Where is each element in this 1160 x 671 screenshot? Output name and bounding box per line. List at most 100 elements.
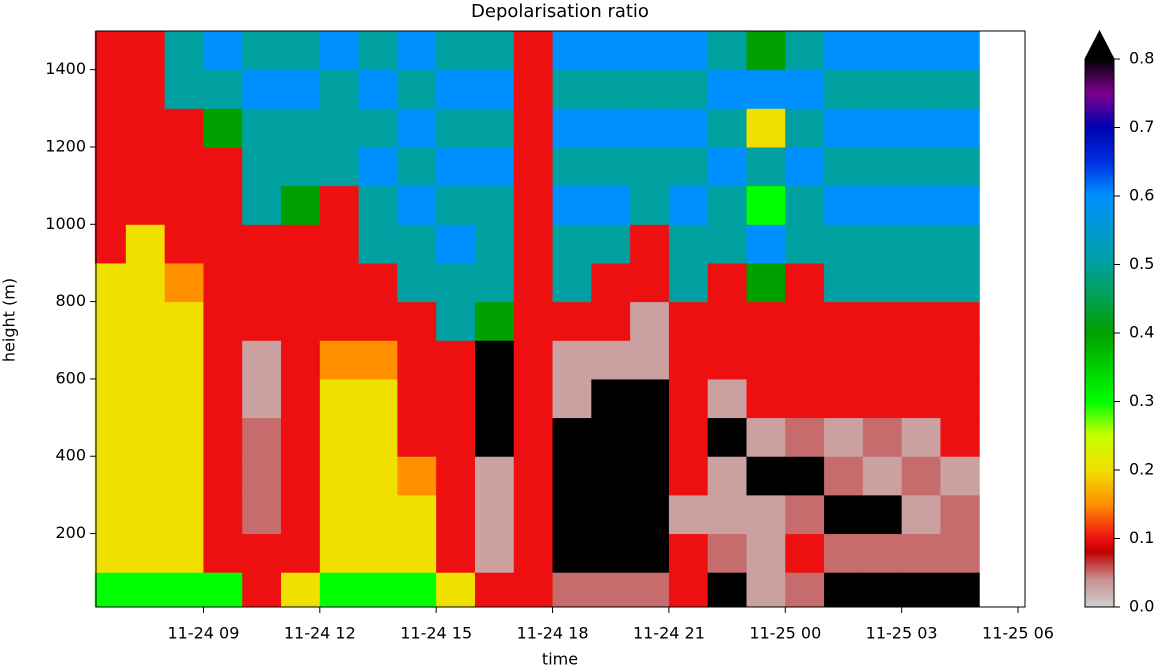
heatmap-cell — [203, 340, 242, 379]
heatmap-cell — [165, 418, 204, 457]
heatmap-cell — [785, 418, 824, 457]
heatmap-cell — [863, 302, 902, 341]
heatmap-cell — [591, 572, 630, 607]
heatmap-cell — [203, 70, 242, 109]
heatmap-cell — [95, 418, 127, 457]
heatmap-cell — [863, 263, 902, 302]
heatmap-cell — [708, 70, 747, 109]
heatmap-cell — [940, 224, 979, 263]
heatmap-cell — [359, 108, 398, 147]
heatmap-cell — [591, 418, 630, 457]
heatmap-cell — [514, 572, 553, 607]
heatmap-cell — [902, 302, 941, 341]
heatmap-cell — [553, 456, 592, 495]
heatmap-cell — [320, 456, 359, 495]
heatmap-cell — [242, 186, 281, 225]
heatmap-cell — [475, 379, 514, 418]
heatmap-cell — [242, 302, 281, 341]
heatmap-cell — [514, 70, 553, 109]
heatmap-cell — [320, 147, 359, 186]
heatmap-cell — [708, 263, 747, 302]
heatmap-cell — [785, 340, 824, 379]
heatmap-cell — [203, 379, 242, 418]
heatmap-cell — [591, 186, 630, 225]
heatmap-cell — [669, 340, 708, 379]
heatmap-cell — [95, 379, 127, 418]
heatmap-cell — [746, 418, 785, 457]
heatmap-cell — [591, 340, 630, 379]
heatmap-cell — [708, 224, 747, 263]
heatmap-cell — [708, 108, 747, 147]
heatmap-cell — [553, 340, 592, 379]
heatmap-cell — [785, 186, 824, 225]
heatmap-cell — [746, 108, 785, 147]
heatmap-cell — [746, 379, 785, 418]
heatmap-cell — [475, 572, 514, 607]
heatmap-cell — [203, 108, 242, 147]
colorbar-tick-label: 0.2 — [1129, 460, 1154, 479]
x-axis-label: time — [542, 650, 578, 669]
heatmap-cell — [126, 340, 165, 379]
heatmap-cell — [630, 31, 669, 70]
heatmap-cell — [320, 302, 359, 341]
heatmap-cell — [475, 186, 514, 225]
heatmap-cell — [785, 31, 824, 70]
heatmap-cell — [824, 31, 863, 70]
heatmap-cell — [708, 534, 747, 573]
heatmap-cell — [203, 456, 242, 495]
heatmap-cell — [824, 108, 863, 147]
heatmap-cell — [940, 379, 979, 418]
heatmap-cell — [436, 147, 475, 186]
heatmap-cell — [630, 302, 669, 341]
heatmap-cell — [863, 379, 902, 418]
y-tick-label: 800 — [55, 291, 86, 310]
x-tick-label: 11-25 00 — [749, 624, 821, 643]
heatmap-cell — [359, 379, 398, 418]
heatmap-cell — [863, 534, 902, 573]
heatmap-cell — [514, 418, 553, 457]
heatmap-cell — [553, 534, 592, 573]
colorbar-tick-label: 0.8 — [1129, 49, 1154, 68]
heatmap-cell — [669, 186, 708, 225]
heatmap-cell — [281, 224, 320, 263]
heatmap-cell — [242, 418, 281, 457]
heatmap-cell — [475, 263, 514, 302]
heatmap-cell — [95, 302, 127, 341]
heatmap-cell — [514, 263, 553, 302]
heatmap-cell — [902, 340, 941, 379]
heatmap-cell — [902, 495, 941, 534]
heatmap-cell — [165, 456, 204, 495]
heatmap-cell — [126, 108, 165, 147]
colorbar-tick-label: 0.5 — [1129, 254, 1154, 273]
heatmap-cell — [475, 147, 514, 186]
heatmap-cell — [902, 108, 941, 147]
heatmap-cell — [630, 263, 669, 302]
heatmap-cell — [863, 31, 902, 70]
heatmap-cell — [785, 302, 824, 341]
heatmap-cell — [746, 186, 785, 225]
heatmap-cell — [320, 31, 359, 70]
heatmap-cell — [514, 147, 553, 186]
heatmap-cell — [359, 31, 398, 70]
heatmap-cell — [630, 186, 669, 225]
heatmap-cell — [320, 418, 359, 457]
heatmap-cell — [708, 572, 747, 607]
heatmap-cell — [591, 31, 630, 70]
heatmap-cell — [281, 572, 320, 607]
heatmap-cell — [475, 302, 514, 341]
heatmap-cell — [359, 302, 398, 341]
heatmap-cell — [95, 263, 127, 302]
heatmap-cell — [359, 456, 398, 495]
heatmap-cell — [320, 379, 359, 418]
heatmap-cell — [320, 263, 359, 302]
heatmap-cell — [281, 495, 320, 534]
heatmap-cell — [553, 70, 592, 109]
heatmap-cell — [475, 418, 514, 457]
heatmap-cell — [436, 534, 475, 573]
heatmap-cell — [359, 534, 398, 573]
heatmap-cell — [630, 70, 669, 109]
heatmap-cell — [436, 31, 475, 70]
heatmap-cell — [281, 534, 320, 573]
heatmap-cell — [553, 263, 592, 302]
colorbar-tick-label: 0.1 — [1129, 528, 1154, 547]
